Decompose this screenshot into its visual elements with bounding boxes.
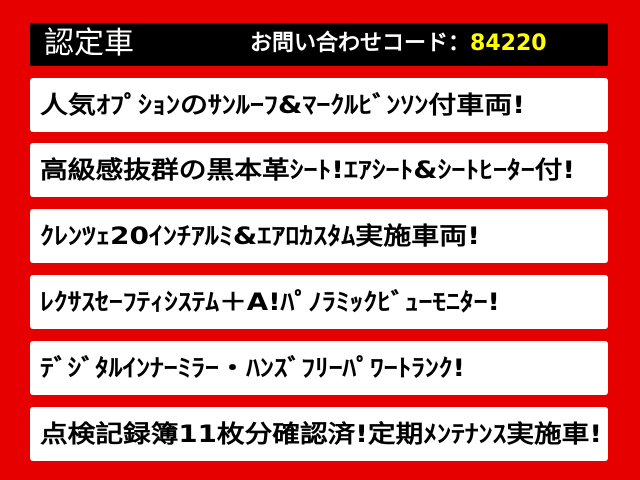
feature-text: 高級感抜群の黒本革ｼｰﾄ!ｴｱｼｰﾄ&ｼｰﾄﾋｰﾀｰ付! — [40, 156, 575, 184]
header-bar: 認定車 お問い合わせコード：84220 — [30, 23, 608, 66]
inquiry-label: お問い合わせコード： — [250, 31, 471, 56]
feature-text: ﾃﾞｼﾞﾀﾙｲﾝﾅｰﾐﾗｰ・ﾊﾝｽﾞﾌﾘｰﾊﾟﾜｰﾄﾗﾝｸ! — [40, 354, 465, 382]
feature-item: ｸﾚﾝﾂｪ20ｲﾝﾁｱﾙﾐ&ｴｱﾛｶｽﾀﾑ実施車両! — [30, 209, 608, 263]
inquiry-code-value: 84220 — [470, 31, 547, 56]
feature-text: ﾚｸｻｽｾｰﾌﾃｨｼｽﾃﾑ＋A!ﾊﾟﾉﾗﾐｯｸﾋﾞｭｰﾓﾆﾀｰ! — [40, 288, 500, 316]
feature-text: 人気ｵﾌﾟｼｮﾝのｻﾝﾙｰﾌ&ﾏｰｸﾙﾋﾞﾝｿﾝ付車両! — [40, 91, 525, 119]
inquiry-code: お問い合わせコード：84220 — [250, 29, 547, 59]
certified-car-title: 認定車 — [44, 26, 134, 61]
feature-item: ﾃﾞｼﾞﾀﾙｲﾝﾅｰﾐﾗｰ・ﾊﾝｽﾞﾌﾘｰﾊﾟﾜｰﾄﾗﾝｸ! — [30, 341, 608, 395]
feature-text: 点検記録簿11枚分確認済!定期ﾒﾝﾃﾅﾝｽ実施車! — [40, 420, 602, 448]
feature-item: 人気ｵﾌﾟｼｮﾝのｻﾝﾙｰﾌ&ﾏｰｸﾙﾋﾞﾝｿﾝ付車両! — [30, 78, 608, 132]
feature-item: 高級感抜群の黒本革ｼｰﾄ!ｴｱｼｰﾄ&ｼｰﾄﾋｰﾀｰ付! — [30, 143, 608, 197]
feature-item: 点検記録簿11枚分確認済!定期ﾒﾝﾃﾅﾝｽ実施車! — [30, 407, 608, 461]
feature-item: ﾚｸｻｽｾｰﾌﾃｨｼｽﾃﾑ＋A!ﾊﾟﾉﾗﾐｯｸﾋﾞｭｰﾓﾆﾀｰ! — [30, 275, 608, 329]
feature-text: ｸﾚﾝﾂｪ20ｲﾝﾁｱﾙﾐ&ｴｱﾛｶｽﾀﾑ実施車両! — [40, 222, 480, 250]
